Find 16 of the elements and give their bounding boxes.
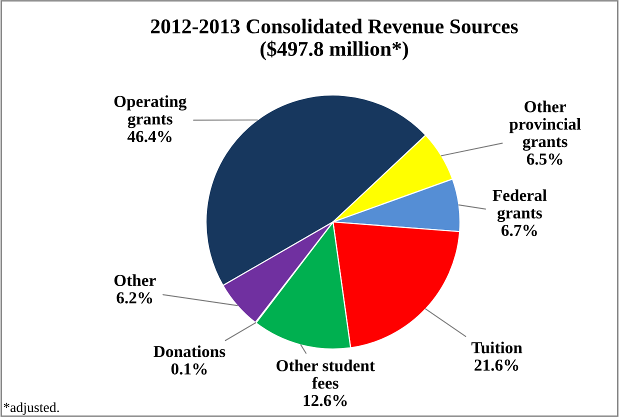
data-label: 0.1% — [171, 363, 207, 375]
data-label: 6.7% — [502, 224, 537, 236]
slice-label: Other student fees — [276, 360, 375, 389]
data-label: 12.6% — [304, 394, 347, 406]
slice-label: Tuition — [471, 342, 522, 354]
slice-label: Other — [114, 274, 156, 286]
data-label: 6.2% — [116, 292, 152, 304]
data-label: 6.5% — [526, 154, 562, 165]
slice-label: Operating grants — [114, 95, 187, 128]
slice-label: Donations — [154, 345, 226, 358]
chart-title: 2012-2013 Consolidated Revenue Sources ($497.8 million*) — [151, 18, 518, 60]
slice-label: Other provincial grants — [509, 100, 581, 151]
data-label: 21.6% — [474, 360, 518, 371]
data-label: 46.4% — [127, 130, 172, 142]
slice-label: Federal grants — [492, 189, 547, 222]
text: *adjusted. — [4, 402, 59, 415]
